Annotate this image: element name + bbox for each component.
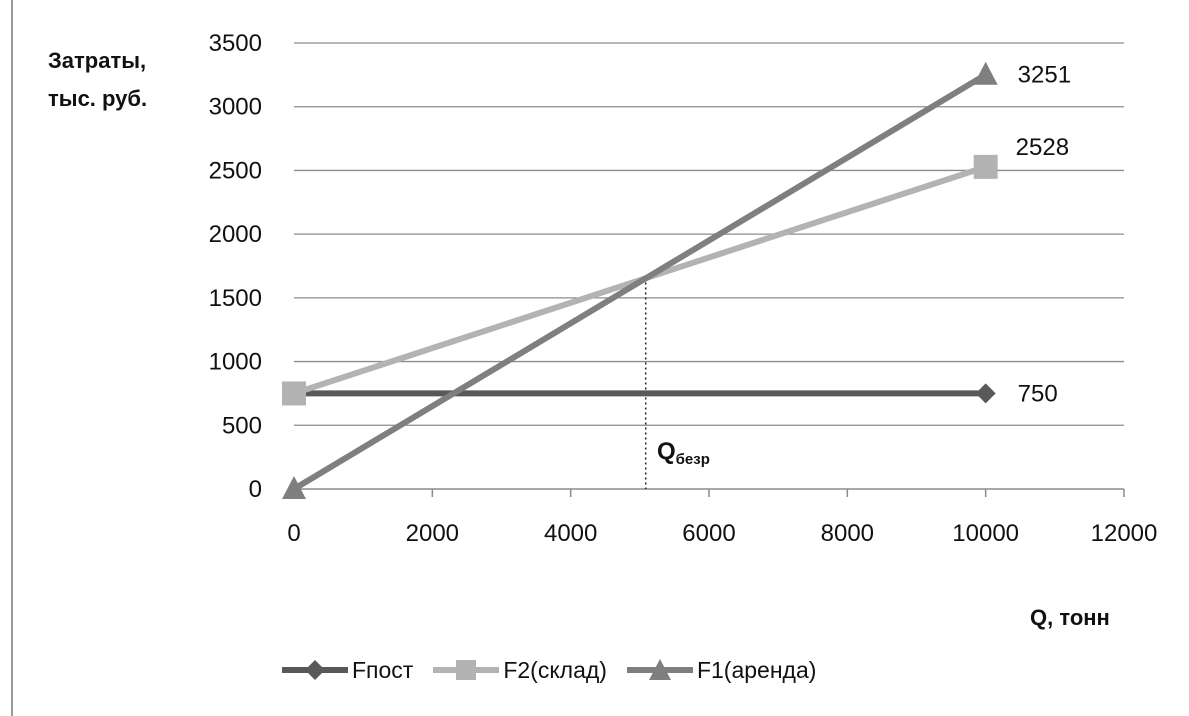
breakeven-label-sub: безр bbox=[675, 451, 710, 468]
series-lines bbox=[282, 61, 998, 499]
axes bbox=[293, 488, 1125, 497]
grid-lines bbox=[294, 42, 1124, 426]
x-tick-label-2000: 2000 bbox=[406, 520, 459, 547]
marker-triangle-0 bbox=[282, 476, 306, 499]
page-left-rule bbox=[11, 0, 13, 716]
y-tick-label-2000: 2000 bbox=[209, 221, 262, 248]
x-tick-label-4000: 4000 bbox=[544, 520, 597, 547]
legend: Fпост F2(склад) F1(аренда) bbox=[280, 655, 834, 685]
x-tick-label-12000: 12000 bbox=[1091, 520, 1158, 547]
marker-diamond-1 bbox=[975, 383, 996, 404]
end-labels: 750 2528 3251 bbox=[1016, 62, 1071, 408]
y-axis-title: Затраты, тыс. руб. bbox=[48, 42, 147, 118]
legend-item-fpost: Fпост bbox=[280, 657, 413, 684]
y-tick-label-0: 0 bbox=[249, 476, 262, 503]
legend-marker-f2 bbox=[433, 660, 500, 680]
y-axis-title-line-1: Затраты, bbox=[48, 48, 147, 73]
y-tick-label-2500: 2500 bbox=[209, 157, 262, 184]
end-label-0: 750 bbox=[1018, 380, 1058, 407]
legend-marker-fpost bbox=[282, 660, 348, 680]
end-label-1: 2528 bbox=[1016, 134, 1069, 161]
marker-triangle-1 bbox=[973, 61, 998, 85]
marker-square-1 bbox=[973, 154, 998, 179]
tick-labels: 0 500 1000 1500 2000 2500 3000 3500 0 2000 4000 600… bbox=[209, 30, 1158, 547]
y-axis-title-line-2: тыс. руб. bbox=[48, 86, 148, 111]
legend-label-fpost: Fпост bbox=[352, 656, 414, 683]
y-tick-label-1000: 1000 bbox=[209, 349, 262, 376]
y-tick-label-3500: 3500 bbox=[209, 30, 262, 57]
legend-marker-f1 bbox=[626, 659, 693, 680]
marker-square-0 bbox=[282, 381, 306, 406]
y-tick-label-500: 500 bbox=[222, 412, 262, 439]
x-axis-title: Q, тонн bbox=[1030, 605, 1110, 630]
x-tick-label-8000: 8000 bbox=[821, 520, 874, 547]
legend-item-f1: F1(аренда) bbox=[625, 657, 816, 684]
end-label-2: 3251 bbox=[1018, 62, 1071, 89]
y-tick-label-1500: 1500 bbox=[209, 285, 262, 312]
breakeven-label: Qбезр bbox=[657, 438, 710, 468]
legend-label-f2: F2(склад) bbox=[503, 656, 607, 683]
legend-item-f2: F2(склад) bbox=[431, 657, 607, 684]
x-tick-label-0: 0 bbox=[287, 520, 300, 547]
legend-label-f1: F1(аренда) bbox=[696, 656, 817, 683]
x-tick-label-10000: 10000 bbox=[952, 520, 1019, 547]
series-line-2 bbox=[292, 72, 988, 492]
x-tick-label-6000: 6000 bbox=[682, 520, 735, 547]
y-tick-label-3000: 3000 bbox=[209, 94, 262, 121]
breakeven-label-main: Q bbox=[657, 438, 676, 465]
